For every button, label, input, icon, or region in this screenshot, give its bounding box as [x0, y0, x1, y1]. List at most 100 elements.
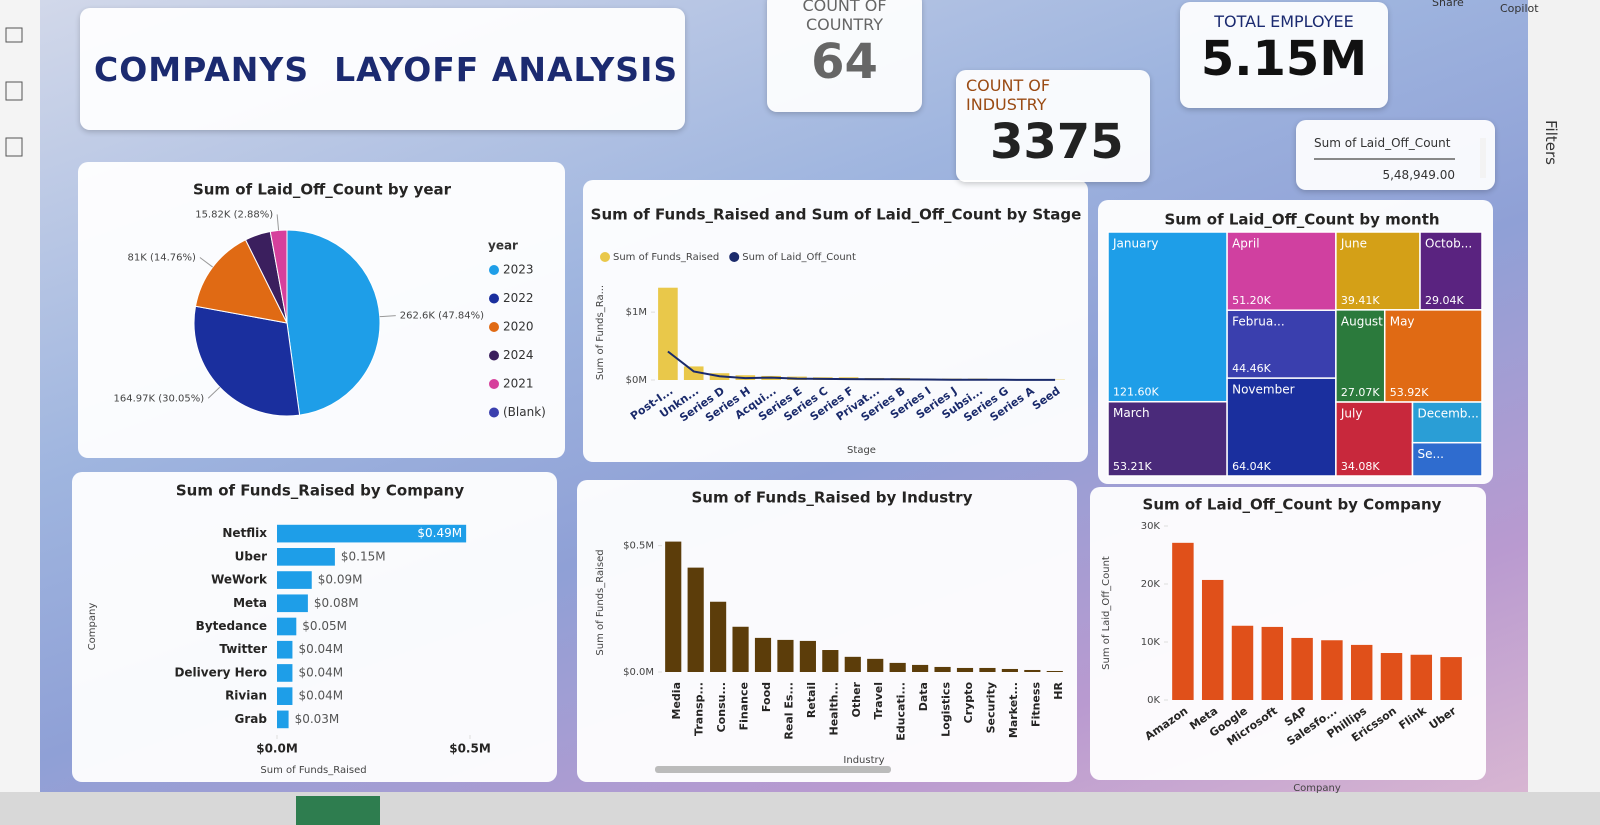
cell-label: Februa... [1232, 315, 1285, 329]
cell-label: July [1340, 407, 1363, 421]
treemap-cell [1419, 231, 1483, 311]
bar [687, 567, 704, 672]
pie-slice [194, 239, 288, 324]
panel [577, 480, 1077, 782]
bar [277, 687, 293, 705]
x-tick-label: HR [1052, 681, 1065, 699]
kpi-card: COUNT OF COUNTRY 64 [767, 0, 922, 112]
x-tick-label: Health... [827, 682, 840, 736]
bar [1172, 542, 1194, 700]
x-tick-label: Retail [805, 682, 818, 718]
bar [277, 664, 293, 682]
legend-label: (Blank) [503, 405, 546, 419]
x-tick-label: Food [760, 682, 773, 712]
x-tick-label: Fitness [1029, 682, 1042, 727]
bar [1380, 653, 1403, 700]
y-axis-title: Sum of Laid_Off_Count [1101, 556, 1112, 670]
y-tick-label: Uber [235, 549, 267, 563]
data-label: $0.15M [341, 549, 386, 563]
legend-label: 2022 [503, 291, 534, 305]
x-tick-label: Data [917, 682, 930, 711]
x-tick-label: Travel [872, 682, 885, 720]
data-label: 44.46K [1232, 362, 1271, 375]
model-view-icon[interactable] [5, 137, 23, 157]
chart-title: Sum of Laid_Off_Count by year [193, 181, 452, 199]
y-tick-label: Netflix [222, 526, 267, 540]
copilot-button[interactable]: Copilot [1500, 2, 1539, 15]
legend-swatch [489, 322, 499, 332]
legend-title: year [488, 239, 518, 253]
bar [799, 640, 816, 672]
chart-title: Sum of Funds_Raised by Industry [692, 489, 973, 507]
x-axis-title: Company [1293, 783, 1341, 794]
chart-title: Sum of Laid_Off_Count by Company [1143, 496, 1442, 514]
bar [1001, 668, 1018, 672]
x-axis-title: Stage [847, 445, 876, 456]
x-axis-title: Sum of Funds_Raised [260, 765, 366, 776]
legend-swatch [489, 265, 499, 275]
data-label: $0.09M [318, 573, 363, 587]
bar [934, 666, 951, 672]
chart-title: Sum of Laid_Off_Count by month [1164, 211, 1439, 229]
legend-label: Sum of Laid_Off_Count [742, 252, 856, 263]
filters-toggle[interactable]: Filters [1542, 120, 1560, 165]
scrollbar[interactable] [655, 766, 891, 773]
y-tick-label: WeWork [211, 573, 268, 587]
kpi-card: TOTAL EMPLOYEE 5.15M [1180, 2, 1388, 108]
cell-label: November [1232, 383, 1294, 397]
bar [777, 639, 794, 672]
x-tick-label: Consu... [715, 682, 728, 732]
legend-label: 2020 [503, 320, 534, 334]
bar [277, 571, 312, 589]
slicer[interactable]: Sum of Laid_Off_Count 5,48,949.00 [1296, 120, 1495, 190]
kpi-label: TOTAL EMPLOYEE [1214, 12, 1354, 31]
report-view-icon[interactable] [5, 27, 23, 43]
cell-label: May [1390, 314, 1415, 328]
filters-pane [1528, 0, 1600, 825]
y-tick-label: $1M [626, 307, 647, 318]
table-view-icon[interactable] [5, 81, 23, 101]
bar [1350, 644, 1373, 700]
bar [277, 594, 308, 613]
y-tick-label: Grab [235, 712, 268, 726]
y-tick-label: 10K [1141, 637, 1161, 648]
cell-label: March [1113, 406, 1150, 420]
chart-title: Sum of Funds_Raised by Company [176, 482, 465, 500]
x-tick-label: Crypto [962, 682, 975, 724]
panel [583, 180, 1088, 462]
treemap-cell [1226, 377, 1337, 477]
legend-swatch [600, 252, 610, 262]
bar [956, 667, 974, 672]
kpi-value: 5.15M [1200, 31, 1368, 87]
data-label: 81K (14.76%) [127, 252, 195, 263]
data-label: 262.6K (47.84%) [400, 311, 484, 322]
x-tick-label: Media [670, 682, 683, 719]
bar [1440, 657, 1462, 700]
kpi-value: 3375 [990, 114, 1124, 170]
x-tick-label: Market... [1007, 682, 1020, 738]
bar [1231, 625, 1254, 700]
bar [710, 601, 727, 672]
slider-track[interactable] [1314, 158, 1455, 160]
cell-label: Se... [1418, 447, 1444, 461]
leader-line [207, 386, 221, 399]
left-toolbar [0, 0, 40, 825]
legend-swatch [489, 379, 499, 389]
data-label: $0.05M [302, 619, 347, 633]
bar [889, 662, 906, 672]
data-label: $0.03M [295, 712, 340, 726]
leader-line [379, 315, 396, 318]
pie-slice [286, 229, 381, 416]
bar [912, 664, 929, 672]
y-tick-label: $0M [626, 375, 647, 386]
x-tick-label: $0.0M [256, 742, 298, 756]
page-tab[interactable] [296, 796, 380, 825]
x-tick-label: Logistics [940, 682, 953, 737]
share-button[interactable]: Share [1432, 0, 1464, 9]
treemap-cell [1411, 441, 1483, 477]
data-label: 34.08K [1341, 460, 1380, 473]
data-label: 51.20K [1232, 294, 1271, 307]
bar [1201, 579, 1224, 700]
data-label: 164.97K (30.05%) [114, 393, 205, 404]
